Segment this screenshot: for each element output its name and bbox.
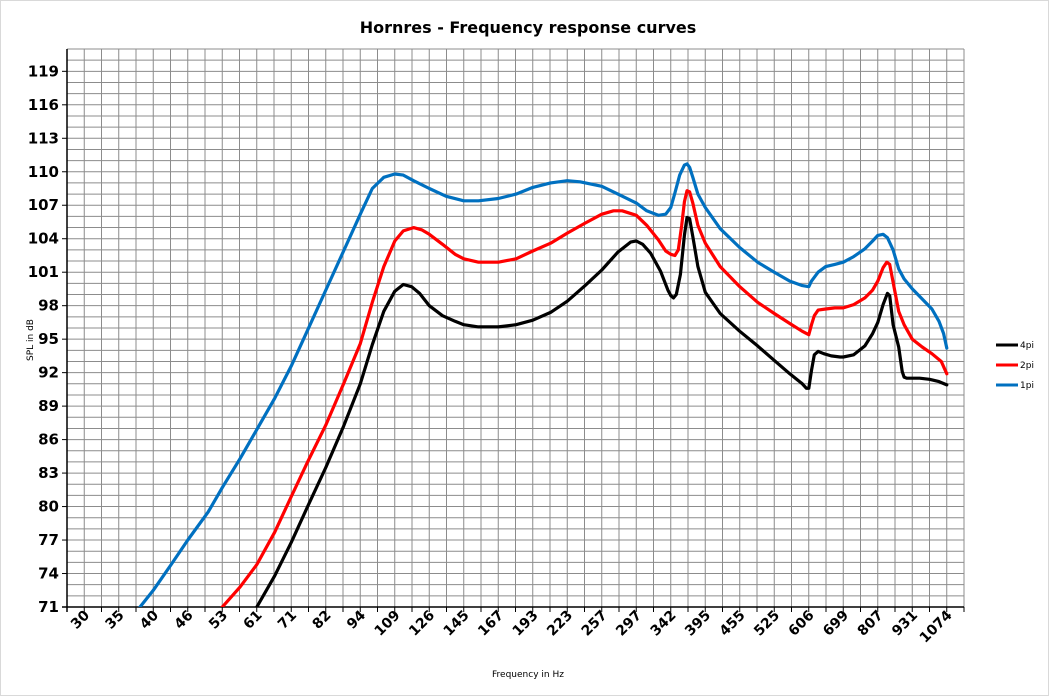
x-tick-label: 82 [309, 608, 334, 633]
x-tick-label: 606 [786, 608, 818, 640]
y-tick-label: 107 [28, 196, 59, 214]
y-tick-label: 98 [38, 297, 59, 315]
y-tick-label: 77 [38, 531, 59, 549]
x-tick-labels: 30 35 40 46 53 61 71 82 94 109 126 145 167 193 223 257 2… [68, 607, 956, 646]
x-tick-label: 395 [682, 608, 714, 640]
x-tick-label: 40 [137, 607, 162, 632]
y-tick-label: 119 [28, 62, 59, 80]
x-tick-label: 297 [613, 608, 645, 640]
y-tick-label: 116 [28, 96, 59, 114]
x-tick-label: 126 [406, 608, 438, 640]
x-tick-label: 145 [441, 608, 473, 640]
y-tick-label: 80 [38, 498, 59, 516]
x-tick-label: 525 [751, 608, 783, 640]
x-tick-label: 342 [648, 608, 680, 640]
y-tick-labels: 71 74 77 80 83 86 89 92 95 98 101 104 107 110 113 116 11… [28, 62, 59, 616]
x-tick-label: 699 [820, 608, 852, 640]
x-tick-label: 46 [171, 608, 196, 633]
legend-label-2pi: 2pi [1020, 361, 1034, 371]
x-tick-label: 53 [206, 608, 231, 633]
x-tick-label: 223 [544, 608, 576, 640]
y-tick-label: 92 [38, 364, 59, 382]
y-tick-label: 95 [38, 330, 59, 348]
x-tick-label: 30 [68, 607, 93, 632]
x-tick-label: 455 [717, 608, 749, 640]
y-tick-label: 83 [38, 464, 59, 482]
y-tick-label: 104 [28, 230, 59, 248]
x-tick-label: 257 [579, 608, 611, 640]
legend: 4pi 2pi 1pi [996, 341, 1034, 391]
series-line-2pi [220, 189, 949, 607]
y-tick-label: 86 [38, 431, 59, 449]
x-axis-label: Frequency in Hz [492, 670, 564, 680]
series-line-1pi [138, 162, 949, 607]
x-tick-label: 35 [102, 608, 127, 633]
legend-label-1pi: 1pi [1020, 381, 1034, 391]
x-tick-label: 193 [510, 608, 542, 640]
chart-title: Hornres - Frequency response curves [360, 18, 697, 37]
x-tick-label: 167 [475, 608, 507, 640]
y-tick-label: 74 [38, 565, 59, 583]
y-tick-label: 113 [28, 129, 59, 147]
series-line-4pi [255, 215, 949, 607]
grid [62, 48, 965, 612]
y-tick-label: 101 [28, 263, 59, 281]
x-tick-label: 61 [240, 608, 265, 633]
series-lines [138, 162, 949, 607]
x-tick-label: 1074 [917, 607, 956, 646]
x-tick-label: 94 [344, 607, 369, 632]
legend-label-4pi: 4pi [1020, 341, 1034, 351]
y-tick-label: 89 [38, 397, 59, 415]
x-tick-label: 71 [275, 608, 300, 633]
x-tick-label: 807 [855, 608, 887, 640]
y-tick-label: 71 [38, 598, 59, 616]
x-tick-label: 109 [372, 608, 404, 640]
y-axis-label: SPL in dB [26, 319, 36, 361]
y-tick-label: 110 [28, 163, 59, 181]
